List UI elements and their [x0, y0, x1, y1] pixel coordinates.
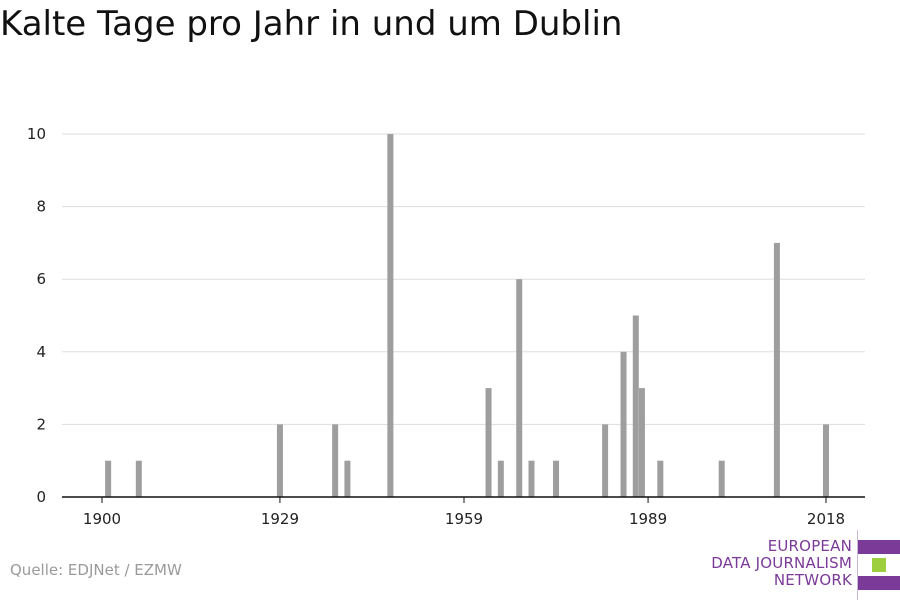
source-note: Quelle: EDJNet / EZMW: [10, 561, 182, 579]
bar-1991: [657, 460, 664, 497]
grid-layer: [62, 133, 865, 425]
label-layer: 0 2 4 6 8 10 1900 1929 1959 1989 2018: [27, 125, 845, 528]
y-tick-label-4: 4: [36, 343, 46, 361]
bar-1970: [528, 460, 535, 497]
y-tick-label-10: 10: [27, 125, 46, 143]
y-tick-label-6: 6: [36, 270, 46, 288]
bar-1985: [620, 351, 627, 497]
x-tick-label-1900: 1900: [83, 510, 121, 528]
bar-2010: [773, 242, 780, 497]
x-tick-label-1929: 1929: [261, 510, 299, 528]
bar-1974: [553, 460, 560, 497]
bar-1965: [497, 460, 504, 497]
x-tick-label-1959: 1959: [445, 510, 483, 528]
logo-line-network: NETWORK: [773, 571, 852, 589]
logo-bar-middle: [872, 558, 886, 572]
logo-line-european: EUROPEAN: [767, 537, 852, 555]
edjnet-logo: EUROPEAN DATA JOURNALISM NETWORK: [700, 530, 900, 600]
chart-title: Kalte Tage pro Jahr in und um Dublin: [0, 4, 623, 44]
bar-1987: [632, 315, 639, 497]
y-tick-label-2: 2: [36, 415, 46, 433]
bar-1982: [602, 424, 609, 497]
y-tick-label-0: 0: [36, 488, 46, 506]
logo-divider: [857, 530, 858, 600]
x-tick-label-1989: 1989: [629, 510, 667, 528]
y-tick-label-8: 8: [36, 198, 46, 216]
bar-1906: [135, 460, 142, 497]
logo-text: EUROPEAN DATA JOURNALISM NETWORK: [711, 538, 852, 589]
bar-1901: [105, 460, 112, 497]
bar-1938: [332, 424, 339, 497]
logo-bar-top: [858, 540, 900, 554]
bar-1963: [485, 388, 492, 497]
bar-2018: [823, 424, 829, 497]
logo-bar-bottom: [858, 576, 900, 590]
bar-2001: [718, 460, 725, 497]
x-tick-label-2018: 2018: [807, 510, 845, 528]
bar-layer: [105, 134, 829, 497]
bar-1929: [276, 424, 283, 497]
bar-1968: [516, 279, 523, 497]
bar-1988: [638, 388, 645, 497]
bar-1947: [387, 134, 394, 497]
logo-line-data-journalism: DATA JOURNALISM: [711, 554, 852, 572]
axis-layer: [62, 496, 865, 503]
bar-1940: [344, 460, 351, 497]
